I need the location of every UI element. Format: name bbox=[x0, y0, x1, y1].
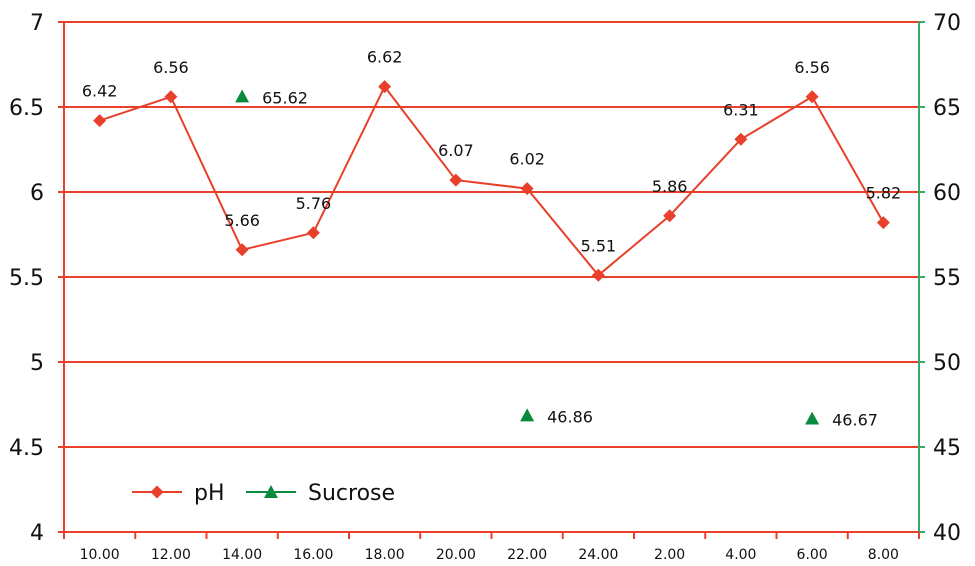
ph-data-point bbox=[378, 80, 392, 94]
y-left-tick-label: 4.5 bbox=[9, 436, 44, 461]
ph-data-point bbox=[306, 226, 320, 240]
x-tick-label: 16.00 bbox=[293, 547, 333, 563]
legend-sucrose-label: Sucrose bbox=[308, 481, 395, 506]
ph-data-label: 6.56 bbox=[794, 58, 830, 77]
ph-data-label: 6.31 bbox=[723, 100, 759, 119]
x-tick-label: 24.00 bbox=[578, 547, 618, 563]
x-tick-label: 22.00 bbox=[507, 547, 547, 563]
x-tick-label: 20.00 bbox=[436, 547, 476, 563]
sucrose-data-label: 65.62 bbox=[262, 88, 308, 107]
ph-data-label: 5.66 bbox=[224, 211, 260, 230]
ph-data-point bbox=[663, 209, 677, 223]
y-right-tick-label: 45 bbox=[933, 436, 961, 461]
y-right-tick-label: 60 bbox=[933, 181, 961, 206]
ph-data-point bbox=[520, 182, 534, 196]
y-left-tick-label: 6 bbox=[30, 181, 44, 206]
legend-ph-marker bbox=[150, 485, 164, 499]
sucrose-data-point bbox=[805, 411, 820, 425]
ph-data-point bbox=[591, 268, 605, 282]
y-left-tick-label: 6.5 bbox=[9, 96, 44, 121]
ph-series-line bbox=[99, 84, 885, 277]
ph-data-label: 5.86 bbox=[652, 177, 688, 196]
legend-ph-label: pH bbox=[194, 481, 225, 506]
ph-data-point bbox=[734, 132, 748, 146]
ph-data-point bbox=[93, 114, 107, 128]
y-right-tick-label: 40 bbox=[933, 521, 961, 546]
y-left-tick-label: 5 bbox=[30, 351, 44, 376]
y-right-tick-label: 70 bbox=[933, 11, 961, 36]
x-tick-label: 4.00 bbox=[725, 547, 756, 563]
y-left-tick-label: 5.5 bbox=[9, 266, 44, 291]
ph-data-label: 6.56 bbox=[153, 58, 189, 77]
x-tick-label: 12.00 bbox=[151, 547, 191, 563]
ph-data-label: 5.82 bbox=[866, 184, 902, 203]
x-tick-label: 10.00 bbox=[80, 547, 120, 563]
ph-data-point bbox=[164, 90, 178, 104]
x-tick-label: 8.00 bbox=[868, 547, 899, 563]
ph-data-label: 6.62 bbox=[367, 48, 403, 67]
x-tick-label: 2.00 bbox=[654, 547, 685, 563]
x-tick-label: 18.00 bbox=[365, 547, 405, 563]
ph-data-label: 6.42 bbox=[82, 82, 118, 101]
x-tick-label: 14.00 bbox=[222, 547, 262, 563]
legend-sucrose-marker bbox=[264, 485, 278, 498]
ph-data-label: 5.51 bbox=[581, 236, 617, 255]
ph-data-label: 6.07 bbox=[438, 141, 474, 160]
sucrose-data-label: 46.86 bbox=[547, 407, 593, 426]
y-right-tick-label: 65 bbox=[933, 96, 961, 121]
ph-data-label: 6.02 bbox=[509, 150, 545, 169]
ph-data-point bbox=[876, 216, 890, 230]
y-right-tick-label: 55 bbox=[933, 266, 961, 291]
sucrose-data-label: 46.67 bbox=[832, 411, 878, 430]
ph-data-point bbox=[449, 173, 463, 187]
sucrose-data-point bbox=[235, 89, 250, 103]
y-left-tick-label: 4 bbox=[30, 521, 44, 546]
ph-data-point bbox=[235, 243, 249, 257]
ph-data-label: 5.76 bbox=[296, 194, 332, 213]
sucrose-data-point bbox=[520, 408, 535, 422]
y-right-tick-label: 50 bbox=[933, 351, 961, 376]
x-tick-label: 6.00 bbox=[797, 547, 828, 563]
y-left-tick-label: 7 bbox=[30, 11, 44, 36]
ph-data-point bbox=[805, 90, 819, 104]
